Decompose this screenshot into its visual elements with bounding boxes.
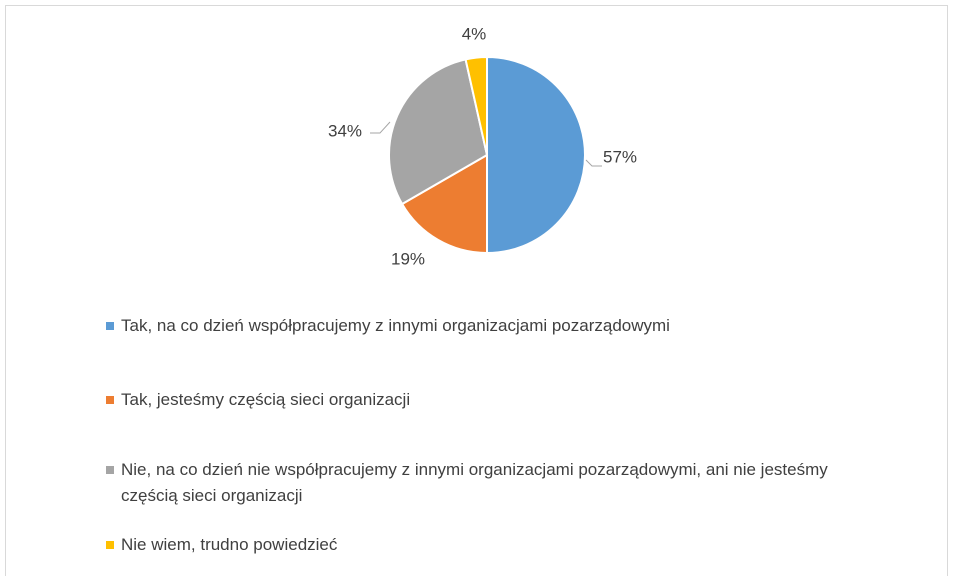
pie-slice xyxy=(464,55,488,156)
legend-label: Nie wiem, trudno powiedzieć xyxy=(121,535,338,554)
legend-item: Tak, na co dzień współpracujemy z innymi… xyxy=(106,313,886,339)
leader-line xyxy=(585,159,602,167)
pie-slice xyxy=(388,58,489,206)
data-label: 19% xyxy=(391,249,425,268)
legend-label: Nie, na co dzień nie współpracujemy z in… xyxy=(121,460,828,505)
data-label: 4% xyxy=(462,24,487,43)
legend-item: Nie wiem, trudno powiedzieć xyxy=(106,532,886,558)
data-label: 57% xyxy=(603,147,637,166)
pie-slice xyxy=(486,55,586,255)
legend-marker xyxy=(106,396,114,404)
legend-label: Tak, na co dzień współpracujemy z innymi… xyxy=(121,316,670,335)
data-label: 34% xyxy=(328,121,362,140)
legend-item: Tak, jesteśmy częścią sieci organizacji xyxy=(106,387,886,413)
legend-label: Tak, jesteśmy częścią sieci organizacji xyxy=(121,390,411,409)
legend-marker xyxy=(106,466,114,474)
pie-slice xyxy=(400,153,488,255)
legend-item: Nie, na co dzień nie współpracujemy z in… xyxy=(106,457,886,509)
chart-frame xyxy=(5,5,948,576)
legend-marker xyxy=(106,541,114,549)
leader-line xyxy=(370,121,391,134)
legend-marker xyxy=(106,322,114,330)
